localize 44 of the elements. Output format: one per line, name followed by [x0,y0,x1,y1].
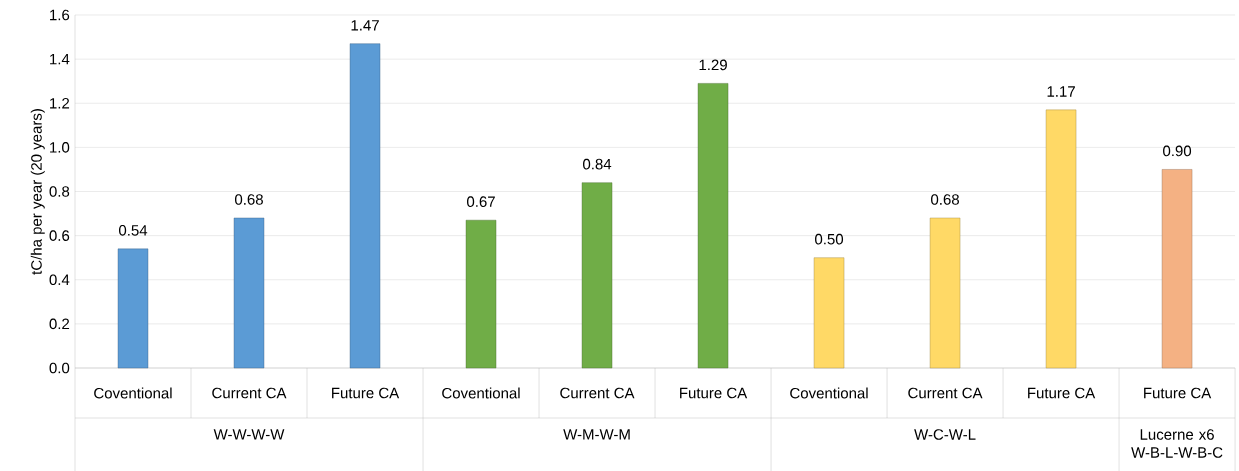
bar [929,217,961,369]
bar [233,217,265,369]
data-label: 0.90 [1163,145,1192,157]
data-label: 0.68 [931,194,959,205]
y-tick-label: 1.4 [50,53,70,65]
x-tick-label: Coventional [94,387,172,399]
x-tick-label: Current CA [560,387,635,399]
bar [813,257,845,369]
data-label: 0.50 [815,233,844,245]
text: W-W-W-W [213,429,285,440]
text: W-M-W-M [563,429,630,440]
x-tick-label: Future CA [1028,387,1096,399]
bar [697,83,729,369]
y-axis-title: tC/ha per year (20 years) [30,109,45,275]
bar [465,219,497,369]
data-label: 1.29 [699,59,727,71]
bar [581,182,613,369]
bar [1045,109,1077,369]
y-tick-label: 0.2 [49,318,70,330]
x-tick-label: Current CA [212,387,287,399]
data-label: 1.47 [351,20,379,31]
bar [349,43,381,369]
y-tick-label: 0.0 [49,362,70,374]
y-tick-label: 0.8 [49,186,70,197]
x-tick-label: Coventional [790,387,868,399]
x-tick-label: Current CA [908,387,983,399]
data-label: 0.54 [119,225,148,236]
data-label: 1.17 [1047,86,1075,97]
x-tick-label: Coventional [442,387,520,399]
x-tick-label: Future CA [1144,387,1212,399]
x-tick-label: Future CA [332,387,400,399]
x-tick-label: Future CA [680,387,748,399]
y-tick-label: 0.4 [49,274,70,286]
data-label: 0.84 [583,158,612,170]
text: W-C-W-L [914,429,976,440]
data-label: 0.68 [235,194,263,205]
y-tick-label: 0.6 [49,230,70,241]
bar [1161,169,1193,369]
y-tick-label: 1.6 [50,9,70,21]
text: Lucerne x6 W-B-L-W-B-C [1131,429,1223,458]
y-tick-label: 1.2 [50,98,70,109]
bar [117,248,149,369]
data-label: 0.67 [467,196,495,207]
y-tick-label: 1.0 [50,142,70,153]
